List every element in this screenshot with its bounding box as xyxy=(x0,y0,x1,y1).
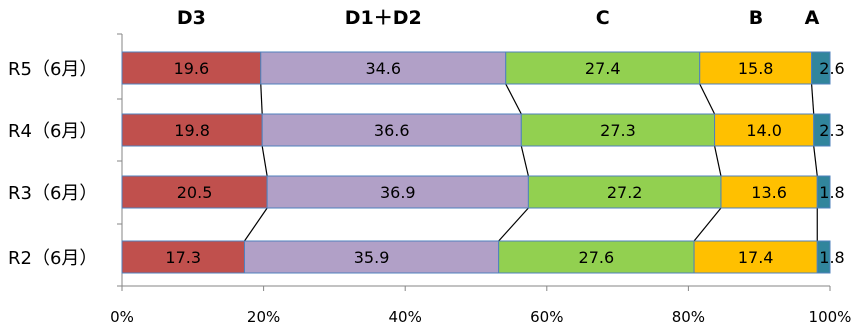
value-label-0-3: 15.8 xyxy=(738,59,774,78)
series-line-1-3 xyxy=(714,145,722,177)
value-label-3-1: 35.9 xyxy=(354,248,390,267)
bar-1-4 xyxy=(813,113,831,147)
bar-1-1 xyxy=(261,113,522,147)
value-label-2-3: 13.6 xyxy=(751,183,787,202)
value-label-1-0: 19.8 xyxy=(174,121,210,140)
value-label-1-1: 36.6 xyxy=(374,121,410,140)
bar-2-1 xyxy=(266,175,529,209)
value-label-3-0: 17.3 xyxy=(165,248,201,267)
series-line-1-2 xyxy=(520,145,529,177)
value-label-3-4: 1.8 xyxy=(819,248,844,267)
x-tick-label-2: 40% xyxy=(389,308,422,326)
value-label-1-3: 14.0 xyxy=(746,121,782,140)
category-label-0: R5（6月） xyxy=(8,59,97,80)
series-line-0-1 xyxy=(260,83,263,115)
value-label-0-1: 34.6 xyxy=(365,59,401,78)
series-header-2: C xyxy=(596,7,610,29)
series-header-0: D3 xyxy=(177,7,206,29)
value-label-1-4: 2.3 xyxy=(819,121,844,140)
series-line-0-2 xyxy=(505,83,522,115)
bar-3-0 xyxy=(121,240,245,274)
series-header-4: A xyxy=(805,7,820,29)
value-label-2-1: 36.9 xyxy=(380,183,416,202)
value-label-2-4: 1.8 xyxy=(819,183,844,202)
series-header-3: B xyxy=(749,7,763,29)
x-tick-label-3: 60% xyxy=(530,308,563,326)
bar-2-3 xyxy=(720,175,818,209)
value-label-2-2: 27.2 xyxy=(607,183,643,202)
series-line-1-1 xyxy=(261,145,268,177)
value-label-0-4: 2.6 xyxy=(819,59,844,78)
x-tick-label-4: 80% xyxy=(672,308,705,326)
series-line-0-4 xyxy=(810,83,815,115)
bar-3-3 xyxy=(693,240,818,274)
bar-2-0 xyxy=(121,175,268,209)
bar-2-4 xyxy=(816,175,831,209)
series-header-1: D1＋D2 xyxy=(345,7,422,29)
bar-0-2 xyxy=(505,51,701,85)
value-label-3-3: 17.4 xyxy=(738,248,774,267)
value-label-2-0: 20.5 xyxy=(177,183,213,202)
series-line-2-2 xyxy=(498,207,529,242)
bar-3-1 xyxy=(243,240,500,274)
value-label-3-2: 27.6 xyxy=(579,248,615,267)
bar-2-2 xyxy=(527,175,722,209)
bar-1-2 xyxy=(520,113,716,147)
bar-3-2 xyxy=(498,240,695,274)
value-label-0-2: 27.4 xyxy=(585,59,621,78)
value-label-0-0: 19.6 xyxy=(174,59,210,78)
series-line-2-3 xyxy=(693,207,722,242)
bar-1-3 xyxy=(714,113,815,147)
x-tick-label-1: 20% xyxy=(247,308,280,326)
series-line-1-4 xyxy=(813,145,818,177)
series-line-0-3 xyxy=(699,83,716,115)
bar-0-4 xyxy=(811,51,831,85)
category-label-1: R4（6月） xyxy=(8,121,97,142)
category-label-2: R3（6月） xyxy=(8,183,97,204)
value-label-1-2: 27.3 xyxy=(600,121,636,140)
x-tick-label-5: 100% xyxy=(809,308,852,326)
series-line-2-1 xyxy=(243,207,268,242)
x-tick-label-0: 0% xyxy=(110,308,134,326)
bar-3-4 xyxy=(816,240,831,274)
category-label-3: R2（6月） xyxy=(8,248,97,269)
